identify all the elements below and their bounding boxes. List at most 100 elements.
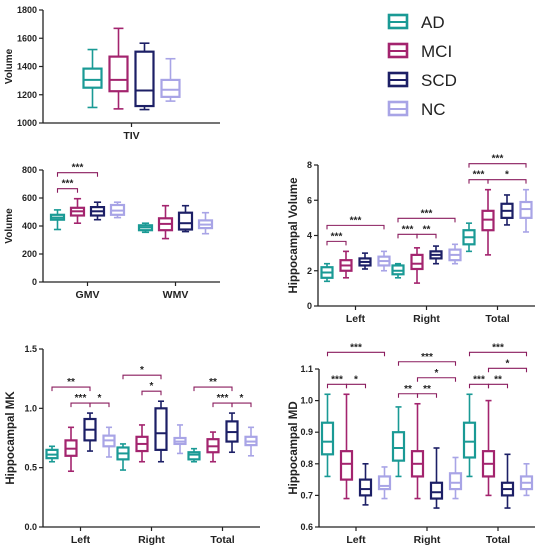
significance-bracket: * xyxy=(89,393,110,408)
bracket-line xyxy=(326,224,385,230)
box-iqr xyxy=(134,50,155,108)
box-ad xyxy=(187,447,201,463)
significance-label: *** xyxy=(350,342,362,353)
y-tick-label: 4 xyxy=(307,231,312,241)
y-tick-label: 0.7 xyxy=(300,490,313,500)
y-tick-label: 2 xyxy=(307,266,312,276)
significance-label: * xyxy=(98,393,102,404)
significance-label: ** xyxy=(423,224,431,235)
box-ad xyxy=(320,393,335,478)
box-ad xyxy=(137,222,154,234)
box-nc xyxy=(102,426,116,458)
significance-label: *** xyxy=(492,342,504,353)
box-scd xyxy=(500,194,514,226)
bracket-line xyxy=(468,163,527,168)
box-nc xyxy=(197,211,214,235)
significance-label: ** xyxy=(404,384,412,395)
y-tick-label: 1.5 xyxy=(24,344,37,354)
significance-bracket: * xyxy=(487,170,527,184)
box-mci xyxy=(206,431,220,463)
box-nc xyxy=(160,57,181,102)
box-nc xyxy=(519,188,533,233)
y-tick-label: 1200 xyxy=(17,90,37,100)
box-iqr xyxy=(410,253,424,271)
box-mci xyxy=(108,27,129,110)
box-mci xyxy=(64,426,78,473)
legend-label: SCD xyxy=(421,71,457,90)
significance-label: *** xyxy=(402,224,414,235)
significance-label: *** xyxy=(350,215,362,226)
y-tick-label: 400 xyxy=(22,221,37,231)
y-tick-label: 0.6 xyxy=(300,522,313,532)
legend-item-ad: AD xyxy=(387,13,445,32)
significance-bracket: * xyxy=(122,365,162,380)
significance-label: * xyxy=(435,368,439,379)
y-axis-label: Volume xyxy=(4,208,15,244)
box-iqr xyxy=(320,421,335,456)
significance-bracket: ** xyxy=(416,384,438,398)
bracket-line xyxy=(56,172,99,177)
y-tick-label: 200 xyxy=(22,249,37,259)
bracket-line xyxy=(468,351,528,357)
significance-label: * xyxy=(240,393,244,404)
box-scd xyxy=(177,204,194,233)
significance-bracket: *** xyxy=(56,179,79,193)
significance-bracket: *** xyxy=(468,374,490,389)
box-nc xyxy=(377,466,392,500)
box-iqr xyxy=(177,211,194,231)
bracket-line xyxy=(51,386,91,392)
box-iqr xyxy=(160,78,181,98)
significance-label: *** xyxy=(473,170,485,181)
category-label: WMV xyxy=(163,289,189,301)
chart-hippo-mk: 0.0 0.5 1.0 1.5 Hippocampal MK Left Right Total… xyxy=(5,344,260,546)
legend: AD MCI SCD NC xyxy=(387,13,457,119)
box-scd xyxy=(358,252,372,270)
box-ad xyxy=(82,48,103,109)
box-nc xyxy=(519,462,534,497)
box-mci xyxy=(135,424,149,463)
bracket-line xyxy=(122,374,162,380)
significance-label: ** xyxy=(67,377,75,388)
significance-label: *** xyxy=(421,352,433,363)
bracket-line xyxy=(326,351,386,357)
box-iqr xyxy=(82,67,103,89)
box-ad xyxy=(462,393,477,478)
y-tick-label: 1800 xyxy=(17,5,37,15)
significance-label: * xyxy=(140,365,144,376)
y-axis-label: Hippocampal Volume xyxy=(288,177,300,293)
significance-bracket: * xyxy=(416,368,457,382)
box-mci xyxy=(481,188,495,256)
category-label: Left xyxy=(346,313,366,325)
box-mci xyxy=(410,247,424,284)
significance-label: * xyxy=(150,381,154,392)
box-scd xyxy=(83,412,97,452)
significance-label: * xyxy=(506,358,510,369)
box-scd xyxy=(225,412,239,454)
y-axis-label: Hippocampal MD xyxy=(288,401,300,494)
significance-bracket: *** xyxy=(326,215,385,230)
bracket-line xyxy=(416,233,437,239)
significance-bracket: * xyxy=(141,381,162,396)
bracket-line xyxy=(416,377,457,382)
bracket-line xyxy=(487,367,528,373)
bracket-line xyxy=(397,361,457,366)
significance-bracket: *** xyxy=(326,231,347,246)
y-tick-label: 0.0 xyxy=(24,522,37,532)
significance-bracket: *** xyxy=(70,393,91,408)
chart-hippo-md: 0.6 0.7 0.8 0.9 1.0 1.1 Hippocampal MD Left Righ… xyxy=(288,342,535,546)
significance-label: *** xyxy=(473,374,485,385)
y-tick-label: 1.0 xyxy=(24,403,37,413)
legend-item-mci: MCI xyxy=(387,42,452,61)
category-label: Right xyxy=(413,313,440,325)
box-nc xyxy=(173,424,187,455)
box-scd xyxy=(154,400,168,463)
significance-bracket: *** xyxy=(468,342,528,357)
significance-bracket: * xyxy=(345,374,367,389)
significance-bracket: ** xyxy=(416,224,437,239)
chart-tiv: 1000 1200 1400 1600 1800 Volume TIV xyxy=(4,5,220,142)
box-mci xyxy=(69,197,86,224)
significance-bracket: * xyxy=(487,358,528,373)
box-iqr xyxy=(462,421,477,459)
box-iqr xyxy=(187,451,201,461)
category-label: TIV xyxy=(123,130,139,142)
